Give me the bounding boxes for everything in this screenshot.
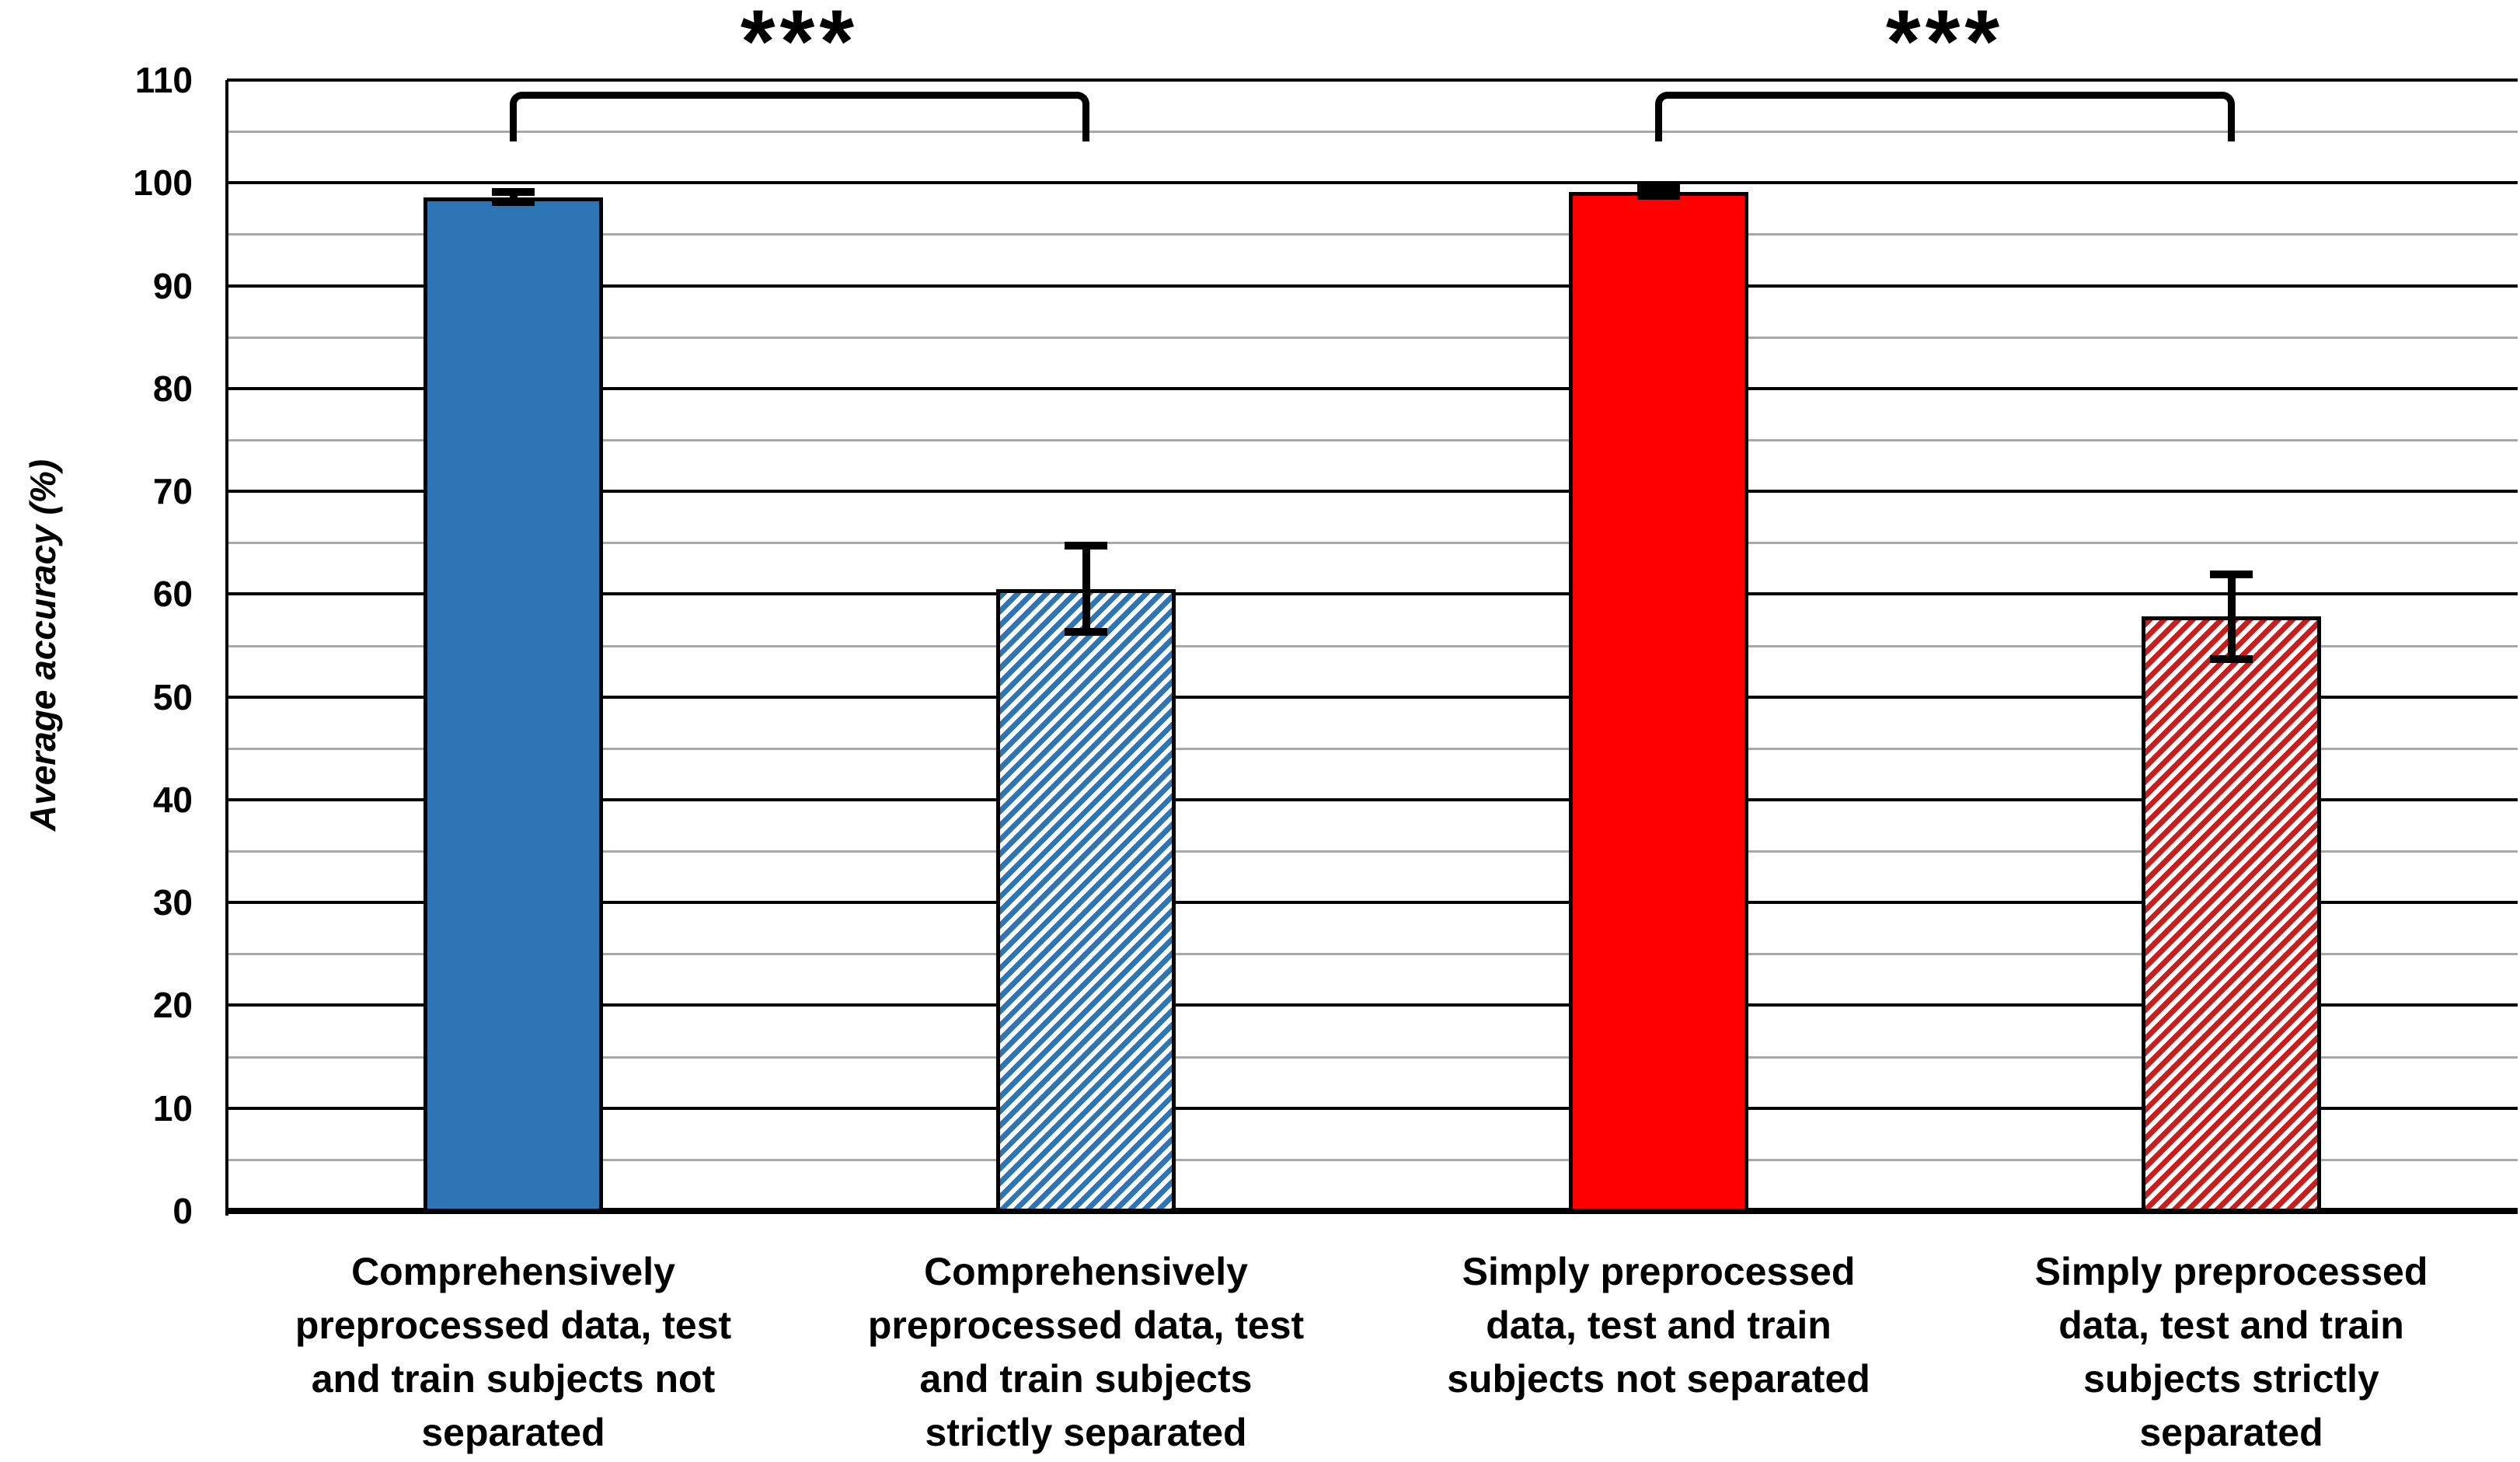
y-tick-label: 90 bbox=[152, 265, 193, 306]
bar-4 bbox=[2142, 616, 2321, 1213]
significance-bracket bbox=[510, 92, 1089, 141]
error-bar-cap-top bbox=[1065, 542, 1107, 550]
y-axis-title: Average accuracy (%) bbox=[23, 459, 63, 832]
error-bar-stem bbox=[1654, 187, 1663, 197]
error-bar-stem bbox=[509, 192, 518, 203]
y-tick-label: 10 bbox=[152, 1087, 193, 1129]
error-bar-cap-bottom bbox=[2210, 654, 2253, 663]
x-category-label: Comprehensively preprocessed data, test … bbox=[867, 1250, 1305, 1454]
error-bar-stem bbox=[2227, 574, 2236, 659]
major-gridline bbox=[227, 1106, 2518, 1110]
major-gridline bbox=[227, 386, 2518, 390]
bar-1 bbox=[423, 197, 603, 1213]
error-bar-cap-top bbox=[492, 188, 535, 197]
y-axis-line bbox=[225, 80, 228, 1216]
major-gridline bbox=[227, 79, 2518, 82]
bar-2 bbox=[996, 588, 1176, 1213]
significance-stars: *** bbox=[740, 0, 859, 92]
y-tick-label: 0 bbox=[173, 1191, 193, 1231]
y-tick-label: 20 bbox=[152, 985, 193, 1026]
minor-gridline bbox=[227, 953, 2518, 956]
minor-gridline bbox=[227, 233, 2518, 236]
x-category-label: Simply preprocessed data, test and train… bbox=[1447, 1250, 1870, 1401]
y-tick-label: 80 bbox=[152, 368, 193, 409]
minor-gridline bbox=[227, 747, 2518, 750]
error-bar-cap-bottom bbox=[492, 198, 535, 207]
major-gridline bbox=[227, 901, 2518, 905]
major-gridline bbox=[227, 797, 2518, 801]
error-bar-cap-bottom bbox=[1637, 192, 1680, 201]
minor-gridline bbox=[227, 438, 2518, 441]
y-tick-label: 40 bbox=[152, 779, 193, 820]
x-axis-line bbox=[225, 1208, 2518, 1214]
major-gridline bbox=[227, 490, 2518, 494]
error-bar-stem bbox=[1082, 546, 1090, 633]
minor-gridline bbox=[227, 1056, 2518, 1059]
error-bar-cap-top bbox=[1637, 183, 1680, 192]
minor-gridline bbox=[227, 850, 2518, 853]
error-bar-cap-bottom bbox=[1065, 628, 1107, 637]
y-tick-label: 60 bbox=[152, 574, 193, 615]
major-gridline bbox=[227, 695, 2518, 699]
x-category-label: Comprehensively preprocessed data, test … bbox=[295, 1250, 732, 1454]
major-gridline bbox=[227, 592, 2518, 596]
major-gridline bbox=[227, 1003, 2518, 1007]
y-tick-label: 70 bbox=[152, 471, 193, 512]
error-bar-cap-top bbox=[2210, 570, 2253, 579]
y-tick-label: 30 bbox=[152, 882, 193, 923]
y-tick-label: 100 bbox=[133, 162, 193, 204]
y-tick-label: 110 bbox=[134, 60, 193, 100]
minor-gridline bbox=[227, 542, 2518, 545]
y-tick-label: 50 bbox=[152, 676, 193, 717]
major-gridline bbox=[227, 181, 2518, 185]
minor-gridline bbox=[227, 644, 2518, 647]
significance-bracket bbox=[1655, 92, 2235, 141]
x-category-label: Simply preprocessed data, test and train… bbox=[2034, 1250, 2428, 1454]
major-gridline bbox=[227, 284, 2518, 288]
bar-3 bbox=[1569, 192, 1748, 1213]
significance-stars: *** bbox=[1885, 0, 2005, 92]
minor-gridline bbox=[227, 1158, 2518, 1161]
minor-gridline bbox=[227, 131, 2518, 134]
minor-gridline bbox=[227, 336, 2518, 339]
